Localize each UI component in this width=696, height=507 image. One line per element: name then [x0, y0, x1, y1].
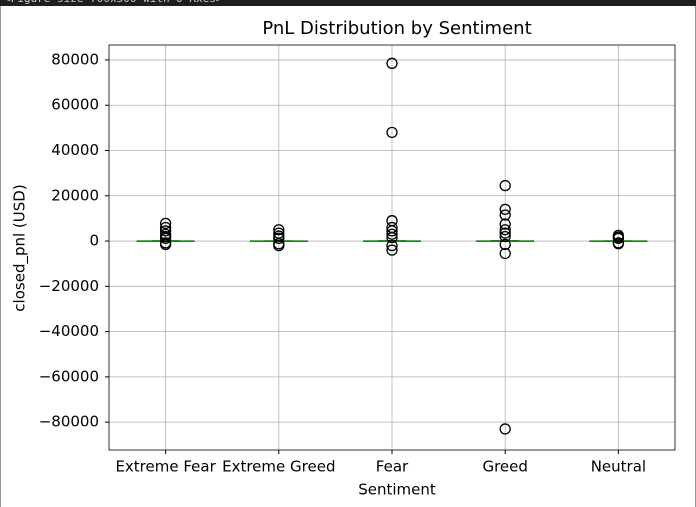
y-tick-label: 20000 [51, 186, 99, 204]
outlier [499, 423, 511, 435]
outlier [499, 230, 511, 243]
outlier [499, 227, 511, 239]
outlier [159, 232, 172, 244]
x-tick-label: Neutral [591, 458, 646, 476]
outlier [612, 232, 625, 244]
outlier [386, 228, 398, 240]
outlier [159, 238, 172, 251]
outlier [159, 221, 172, 234]
plot-frame [108, 44, 676, 451]
x-tick-label: Greed [482, 458, 527, 476]
y-axis-label: closed_pnl (USD) [11, 184, 30, 311]
outlier [386, 126, 398, 139]
outlier [386, 244, 398, 256]
outlier [159, 225, 172, 237]
outlier [499, 238, 511, 251]
outlier [386, 239, 398, 252]
header-text: <Figure size 700x500 with 0 Axes> [4, 0, 223, 5]
outlier [499, 179, 511, 192]
y-tick-label: −40000 [39, 322, 99, 340]
outlier [159, 217, 172, 230]
outlier [273, 232, 285, 244]
y-tick-label: −60000 [39, 367, 99, 385]
outlier [386, 232, 398, 244]
outlier [273, 239, 285, 252]
y-tick-label: 80000 [51, 50, 99, 68]
y-tick-label: −80000 [39, 413, 99, 431]
x-tick-label: Extreme Greed [222, 458, 335, 476]
outlier [386, 57, 398, 69]
outlier [499, 224, 511, 236]
outlier [386, 225, 398, 237]
outlier [499, 247, 511, 260]
y-tick-label: 60000 [51, 96, 99, 114]
output-header: <Figure size 700x500 with 0 Axes> [0, 0, 696, 6]
x-tick-label: Extreme Fear [115, 458, 216, 476]
chart-title: PnL Distribution by Sentiment [262, 18, 531, 39]
x-tick-label: Fear [376, 458, 409, 476]
outlier [499, 209, 511, 221]
outlier [273, 224, 285, 236]
y-tick-label: −20000 [39, 277, 99, 295]
outlier [499, 203, 511, 216]
outlier [612, 238, 625, 250]
y-tick-label: 40000 [51, 141, 99, 159]
outlier [499, 218, 511, 230]
y-tick-label: 0 [89, 232, 99, 250]
x-axis-label: Sentiment [358, 481, 436, 499]
